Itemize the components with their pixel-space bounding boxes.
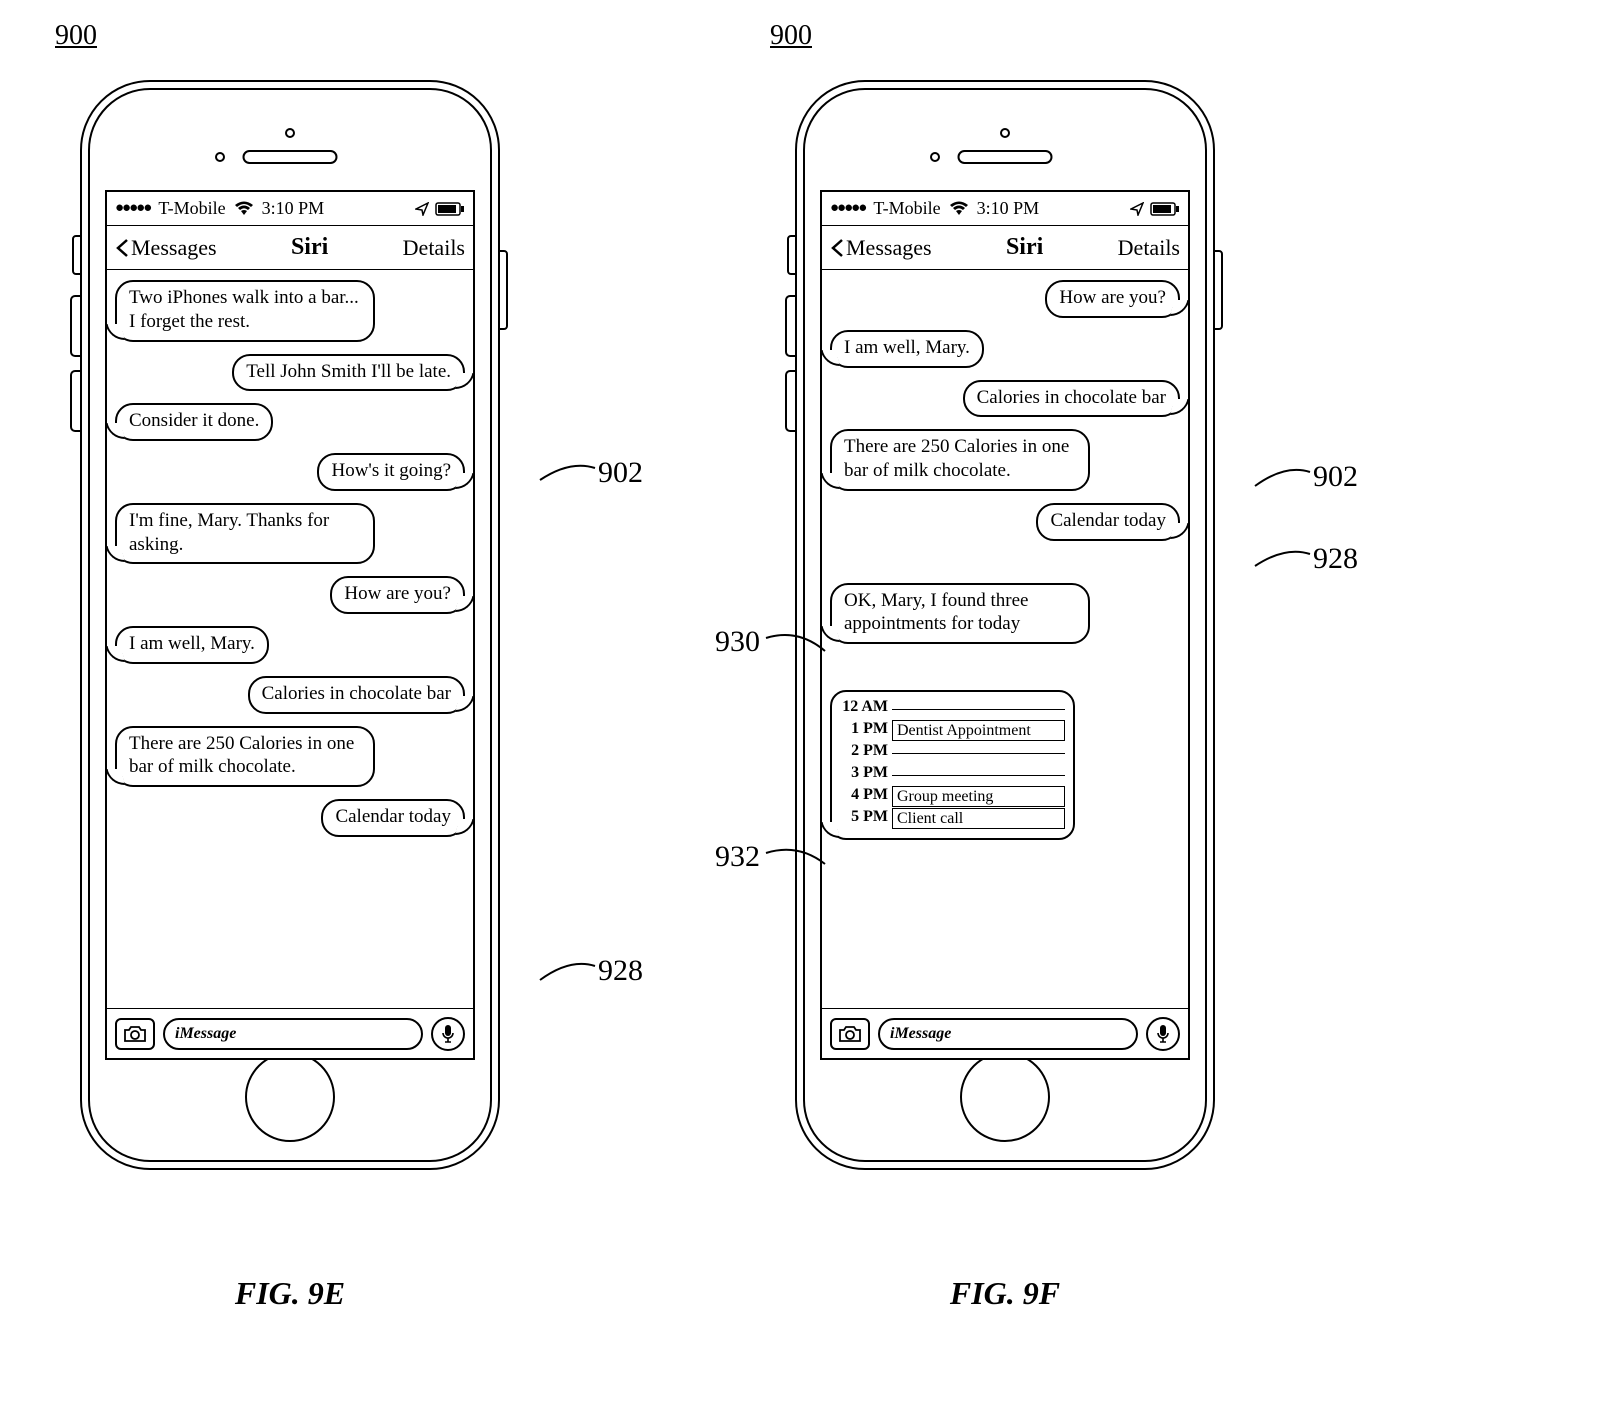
calendar-empty-slot	[892, 753, 1065, 764]
chevron-left-icon	[830, 238, 844, 258]
signal-dots-icon: ●●●●●	[115, 200, 150, 217]
home-button[interactable]	[960, 1052, 1050, 1142]
calendar-time: 2 PM	[840, 742, 892, 764]
conversation-area[interactable]: Two iPhones walk into a bar... I forget …	[107, 270, 473, 1008]
callout-label: 928	[1313, 542, 1358, 576]
message-bubble[interactable]: Tell John Smith I'll be late.	[232, 354, 465, 392]
camera-button[interactable]	[830, 1018, 870, 1050]
calendar-row: 3 PM	[840, 764, 1065, 786]
input-bar: iMessage	[822, 1008, 1188, 1058]
callout-label: 932	[715, 840, 760, 874]
battery-icon	[435, 202, 465, 216]
nav-bar: Messages Siri Details	[822, 226, 1188, 270]
calendar-event[interactable]: Dentist Appointment	[892, 720, 1065, 741]
location-icon	[1130, 202, 1144, 216]
calendar-time: 12 AM	[840, 698, 892, 720]
back-button[interactable]: Messages	[830, 235, 932, 261]
calendar-time: 3 PM	[840, 764, 892, 786]
microphone-icon	[441, 1024, 455, 1044]
figure-caption: FIG. 9F	[775, 1275, 1235, 1312]
back-button[interactable]: Messages	[115, 235, 217, 261]
calendar-time: 1 PM	[840, 720, 892, 742]
calendar-row: 4 PMGroup meeting	[840, 786, 1065, 808]
callout-label: 928	[598, 954, 643, 988]
calendar-time: 4 PM	[840, 786, 892, 808]
proximity-sensor	[930, 152, 940, 162]
camera-icon	[123, 1025, 147, 1043]
nav-title: Siri	[1006, 234, 1043, 261]
message-input[interactable]: iMessage	[878, 1018, 1138, 1050]
details-button[interactable]: Details	[1118, 235, 1180, 261]
message-bubble[interactable]: There are 250 Calories in one bar of mil…	[115, 726, 375, 788]
figure-ref: 900	[55, 20, 97, 52]
figure-ref: 900	[770, 20, 812, 52]
figure-9e: ●●●●● T-Mobile 3:10 PM	[60, 80, 520, 1170]
camera-icon	[838, 1025, 862, 1043]
calendar-time: 5 PM	[840, 808, 892, 830]
camera-button[interactable]	[115, 1018, 155, 1050]
time-label: 3:10 PM	[977, 198, 1040, 219]
front-camera	[285, 128, 295, 138]
message-input[interactable]: iMessage	[163, 1018, 423, 1050]
signal-dots-icon: ●●●●●	[830, 200, 865, 217]
message-bubble[interactable]: I am well, Mary.	[830, 330, 984, 368]
input-bar: iMessage	[107, 1008, 473, 1058]
home-button[interactable]	[245, 1052, 335, 1142]
microphone-button[interactable]	[431, 1017, 465, 1051]
status-bar: ●●●●● T-Mobile 3:10 PM	[107, 192, 473, 226]
calendar-row: 1 PMDentist Appointment	[840, 720, 1065, 742]
time-label: 3:10 PM	[262, 198, 325, 219]
screen: ●●●●● T-Mobile 3:10 PM	[105, 190, 475, 1060]
status-bar: ●●●●● T-Mobile 3:10 PM	[822, 192, 1188, 226]
location-icon	[415, 202, 429, 216]
earpiece-speaker	[243, 150, 338, 164]
microphone-icon	[1156, 1024, 1170, 1044]
message-bubble[interactable]: Calories in chocolate bar	[963, 380, 1180, 418]
wifi-icon	[949, 201, 969, 217]
carrier-label: T-Mobile	[158, 198, 225, 219]
message-bubble[interactable]: There are 250 Calories in one bar of mil…	[830, 429, 1090, 491]
message-bubble[interactable]: How are you?	[1045, 280, 1180, 318]
callout-label: 930	[715, 625, 760, 659]
conversation-area[interactable]: How are you? I am well, Mary. Calories i…	[822, 270, 1188, 1008]
message-bubble[interactable]: Calendar today	[1036, 503, 1180, 541]
callout-label: 902	[1313, 460, 1358, 494]
chevron-left-icon	[115, 238, 129, 258]
message-bubble[interactable]: Two iPhones walk into a bar... I forget …	[115, 280, 375, 342]
message-bubble[interactable]: OK, Mary, I found three appointments for…	[830, 583, 1090, 645]
figure-9f: ●●●●● T-Mobile 3:10 PM	[775, 80, 1235, 1170]
callout-label: 902	[598, 456, 643, 490]
calendar-event[interactable]: Group meeting	[892, 786, 1065, 807]
message-bubble[interactable]: Calendar today	[321, 799, 465, 837]
calendar-row: 2 PM	[840, 742, 1065, 764]
earpiece-speaker	[958, 150, 1053, 164]
wifi-icon	[234, 201, 254, 217]
message-bubble[interactable]: I'm fine, Mary. Thanks for asking.	[115, 503, 375, 565]
details-button[interactable]: Details	[403, 235, 465, 261]
message-bubble[interactable]: Consider it done.	[115, 403, 273, 441]
calendar-empty-slot	[892, 709, 1065, 720]
carrier-label: T-Mobile	[873, 198, 940, 219]
calendar-event[interactable]: Client call	[892, 808, 1065, 829]
message-bubble[interactable]: Calories in chocolate bar	[248, 676, 465, 714]
calendar-empty-slot	[892, 775, 1065, 786]
back-label: Messages	[131, 235, 217, 261]
screen: ●●●●● T-Mobile 3:10 PM	[820, 190, 1190, 1060]
calendar-row: 5 PMClient call	[840, 808, 1065, 830]
nav-bar: Messages Siri Details	[107, 226, 473, 270]
calendar-row: 12 AM	[840, 698, 1065, 720]
message-bubble[interactable]: How's it going?	[317, 453, 465, 491]
nav-title: Siri	[291, 234, 328, 261]
back-label: Messages	[846, 235, 932, 261]
phone-device: ●●●●● T-Mobile 3:10 PM	[60, 80, 520, 1170]
message-bubble[interactable]: I am well, Mary.	[115, 626, 269, 664]
proximity-sensor	[215, 152, 225, 162]
front-camera	[1000, 128, 1010, 138]
microphone-button[interactable]	[1146, 1017, 1180, 1051]
battery-icon	[1150, 202, 1180, 216]
figure-caption: FIG. 9E	[60, 1275, 520, 1312]
message-bubble[interactable]: How are you?	[330, 576, 465, 614]
calendar-card[interactable]: 12 AM 1 PMDentist Appointment 2 PM 3 PM …	[830, 690, 1075, 840]
